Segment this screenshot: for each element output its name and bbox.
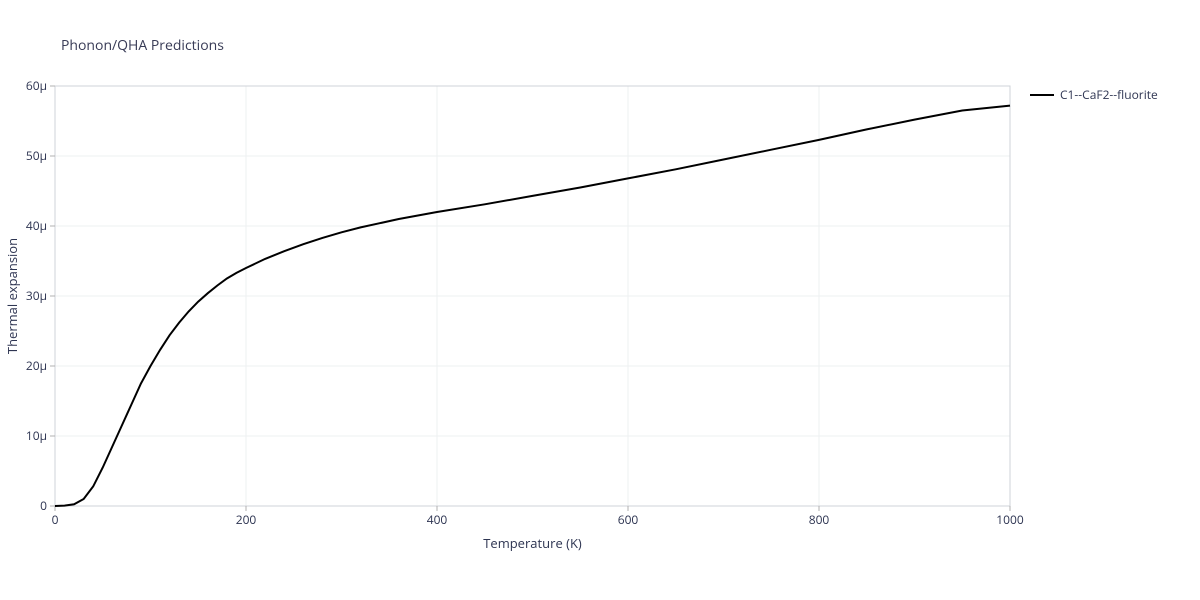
- y-tick-label: 50μ: [26, 147, 47, 164]
- x-axis-label: Temperature (K): [483, 534, 582, 552]
- y-tick-label: 40μ: [26, 217, 47, 234]
- x-tick-label: 200: [236, 511, 257, 528]
- chart-svg: 0 200 400 600 800 1000 0 10μ 20μ 30μ 40μ 50μ 60μ Temp…: [0, 0, 1200, 600]
- y-tick-label: 0: [40, 497, 47, 514]
- y-axis-label: Thermal expansion: [3, 238, 21, 354]
- y-tick-label: 10μ: [26, 427, 47, 444]
- y-tick-label: 60μ: [26, 77, 47, 94]
- y-tick-label: 20μ: [26, 357, 47, 374]
- x-tick-label: 0: [52, 511, 59, 528]
- chart-title: Phonon/QHA Predictions: [61, 36, 224, 55]
- x-tick-label: 1000: [996, 511, 1024, 528]
- x-tick-label: 400: [427, 511, 448, 528]
- y-tick-label: 30μ: [26, 287, 47, 304]
- series-line: [55, 106, 1010, 506]
- x-tick-label: 800: [809, 511, 830, 528]
- x-tick-label: 600: [618, 511, 639, 528]
- legend-label: C1--CaF2--fluorite: [1060, 86, 1158, 103]
- chart-container: Phonon/QHA Predictions 0 200 400 600 800 1000…: [0, 0, 1200, 600]
